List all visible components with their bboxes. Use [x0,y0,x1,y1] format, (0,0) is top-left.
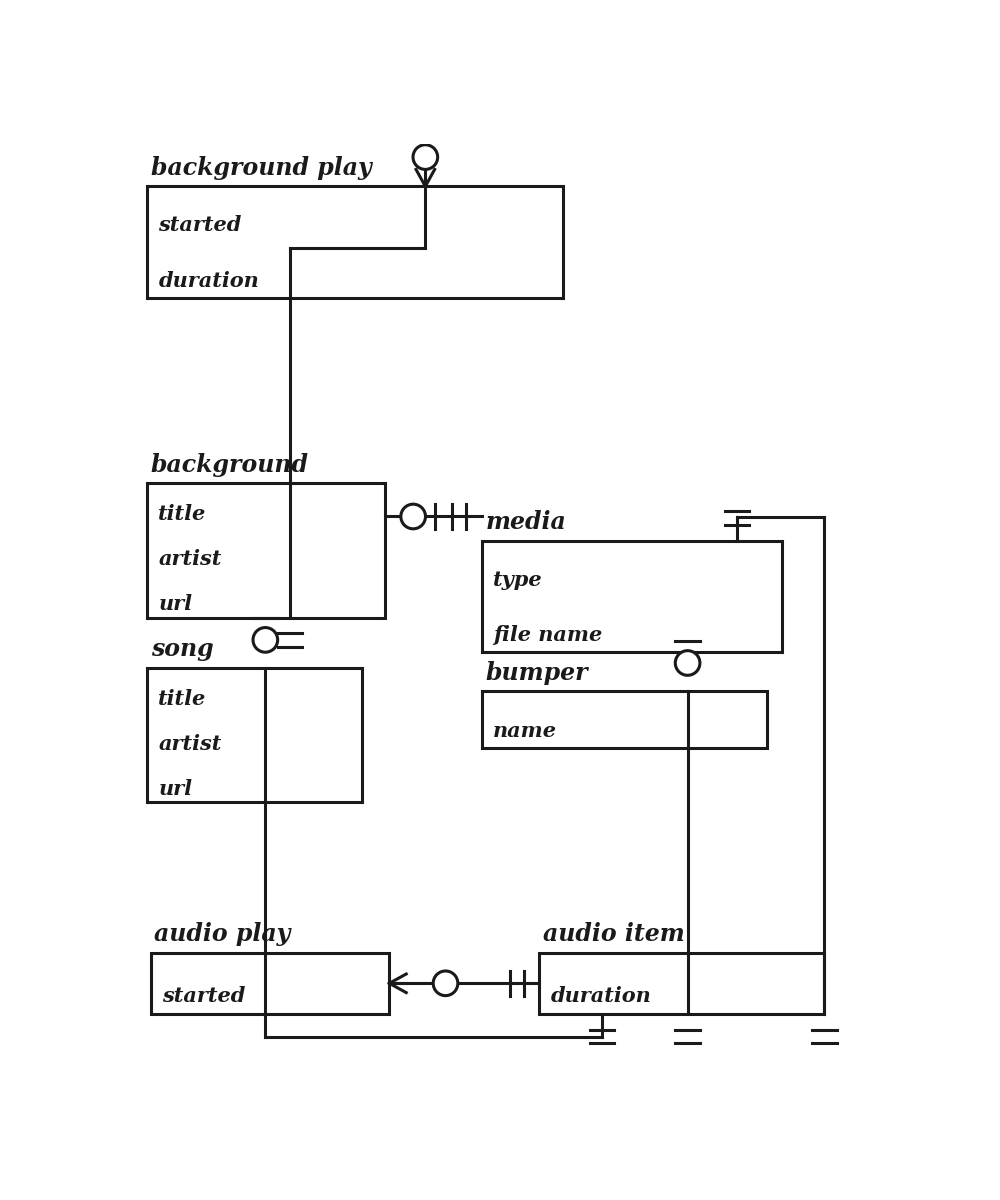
Circle shape [401,504,425,529]
Bar [151,953,389,1014]
Circle shape [433,971,458,996]
Text: started: started [158,216,242,235]
Text: artist: artist [158,550,222,569]
Text: type: type [493,570,543,589]
Text: url: url [158,779,192,799]
Text: song: song [151,637,213,661]
Text: audio item: audio item [543,923,685,947]
Bar [147,667,362,803]
Text: artist: artist [158,734,222,754]
Text: media: media [486,510,566,534]
Bar [147,482,385,618]
Bar [482,691,767,749]
Circle shape [675,650,700,676]
Text: file name: file name [493,625,602,646]
Bar [539,953,824,1014]
Text: title: title [158,689,207,709]
Text: started: started [162,985,246,1006]
Text: duration: duration [158,271,259,292]
Bar [147,186,563,298]
Text: bumper: bumper [486,660,588,684]
Text: name: name [493,721,557,742]
Text: url: url [158,594,192,614]
Circle shape [253,628,278,653]
Text: background play: background play [151,156,371,180]
Text: title: title [158,504,207,524]
Text: duration: duration [551,985,652,1006]
Bar [482,540,782,652]
Text: audio play: audio play [154,923,291,947]
Circle shape [413,145,438,169]
Text: background: background [151,452,309,476]
